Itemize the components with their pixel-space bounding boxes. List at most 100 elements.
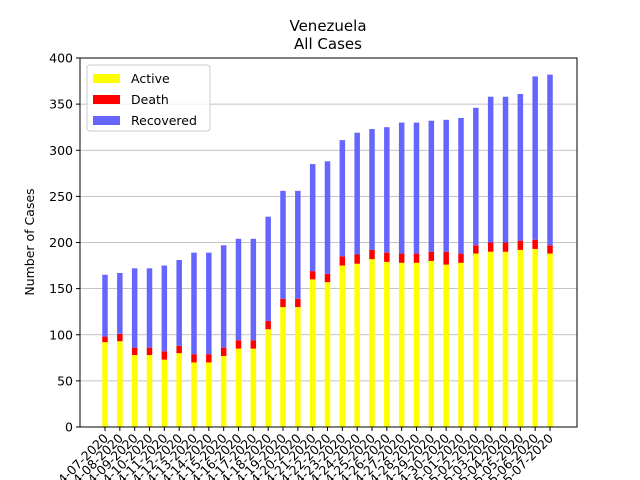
bar-segment	[369, 249, 375, 260]
chart-subtitle: All Cases	[294, 35, 362, 53]
bar-segment	[339, 256, 346, 266]
bar-segment	[458, 253, 464, 263]
bar-segment	[265, 216, 271, 321]
bar-segment	[473, 107, 479, 246]
bar-segment	[131, 268, 138, 348]
bar-segment	[473, 245, 479, 254]
bar-segment	[117, 333, 123, 342]
plot-frame	[79, 57, 578, 428]
legend-label: Active	[131, 71, 170, 86]
bar-segment	[309, 271, 316, 280]
bar-segment	[324, 273, 331, 283]
bar-segment	[398, 253, 405, 263]
bar-segment	[250, 238, 257, 341]
y-tick-label: 350	[49, 97, 73, 112]
bar-segment	[206, 354, 212, 363]
bar-segment	[102, 342, 108, 427]
bar-segment	[354, 263, 360, 427]
bar-segment	[280, 298, 286, 308]
bar-segment	[191, 354, 197, 363]
bar-segment	[280, 307, 286, 427]
bar-segment	[532, 248, 538, 427]
bar-segment	[176, 345, 182, 354]
bar-segment	[458, 117, 464, 254]
bar-segment	[295, 190, 301, 299]
legend-swatch	[93, 95, 120, 104]
y-tick-label: 150	[49, 281, 73, 296]
chart-title: Venezuela	[289, 17, 366, 35]
bar-segment	[413, 262, 420, 427]
bar-segment	[517, 240, 524, 250]
bar-segment	[146, 347, 153, 356]
bar-segment	[161, 265, 168, 352]
bar-segment	[235, 340, 242, 349]
bar-segment	[250, 348, 257, 427]
bar-segment	[428, 260, 435, 427]
bar-segment	[206, 252, 212, 355]
bar-segment	[547, 245, 553, 254]
bar-segment	[206, 362, 212, 427]
legend-swatch	[93, 116, 120, 125]
bar-segment	[176, 260, 182, 346]
bar-segment	[398, 122, 405, 254]
bar-segment	[413, 253, 420, 263]
bar-segment	[250, 340, 257, 349]
bar-segment	[339, 140, 346, 257]
bar-segment	[161, 359, 168, 427]
bar-segment	[339, 265, 346, 427]
bar-segment	[487, 242, 494, 252]
bar-segment	[220, 245, 227, 348]
bar-segment	[384, 261, 390, 427]
bar-segment	[176, 353, 182, 427]
bar-segment	[413, 122, 420, 254]
bar-segment	[265, 320, 271, 330]
bar-segment	[146, 268, 153, 348]
bar-segment	[428, 120, 435, 252]
bar-segment	[517, 93, 524, 241]
y-axis-label: Number of Cases	[22, 188, 37, 295]
legend-swatch	[93, 74, 120, 83]
bar-segment	[220, 355, 227, 427]
bar-segment	[161, 351, 168, 360]
bar-segment	[384, 127, 390, 253]
bar-segment	[428, 251, 435, 261]
bar-segment	[502, 96, 509, 243]
bar-segment	[191, 252, 197, 355]
bar-segment	[220, 347, 227, 356]
bar-segment	[443, 119, 449, 252]
bar-segment	[146, 355, 153, 427]
bar-segment	[131, 355, 138, 427]
bar-segment	[295, 307, 301, 427]
bar-segment	[295, 298, 301, 308]
bar-segment	[324, 161, 331, 274]
bar-segment	[131, 347, 138, 356]
bar-segment	[532, 76, 538, 240]
bar-segment	[473, 253, 479, 427]
bar-segment	[398, 262, 405, 427]
bar-segment	[280, 190, 286, 299]
bar-segment	[102, 274, 108, 337]
bar-segment	[532, 239, 538, 249]
bar-segment	[487, 96, 494, 243]
y-tick-label: 400	[49, 51, 73, 66]
bar-segment	[443, 251, 449, 265]
bar-segment	[354, 254, 360, 264]
bar-segment	[369, 259, 375, 427]
bar-segment	[235, 348, 242, 427]
bar-segment	[102, 336, 108, 343]
bar-segment	[517, 249, 524, 427]
bar-segment	[309, 164, 316, 272]
bar-segment	[117, 272, 123, 334]
bar-segment	[487, 251, 494, 427]
bar-segment	[117, 341, 123, 427]
y-tick-label: 100	[49, 327, 73, 342]
bar-segment	[191, 362, 197, 427]
legend: Active Death Recovered	[86, 64, 211, 132]
bar-segment	[235, 238, 242, 341]
bar-segment	[547, 74, 553, 246]
bar-segment	[354, 132, 360, 255]
y-tick-label: 50	[57, 373, 73, 388]
bar-segment	[502, 251, 509, 427]
bar-segment	[547, 253, 553, 427]
